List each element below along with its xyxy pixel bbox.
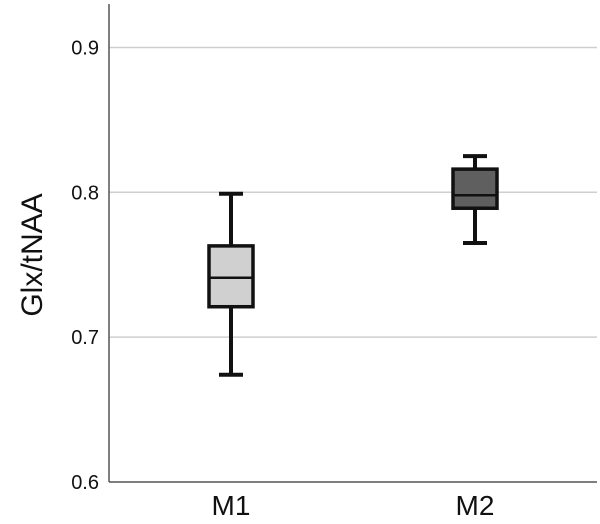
iqr-box — [451, 167, 499, 210]
y-tick-label: 0.8 — [71, 182, 99, 204]
x-tick-labels: M1 M2 — [212, 490, 495, 521]
x-tick-label-m2: M2 — [456, 490, 495, 519]
y-tick-label: 0.7 — [71, 327, 99, 349]
axes — [108, 4, 597, 483]
box-m2 — [451, 154, 499, 245]
box-m1 — [207, 191, 255, 377]
y-tick-labels: 0.6 0.7 0.8 0.9 — [71, 37, 99, 494]
boxes — [207, 154, 499, 377]
y-tick-label: 0.6 — [71, 472, 99, 494]
y-tick-label: 0.9 — [71, 37, 99, 59]
y-axis-label: Glx/tNAA — [16, 193, 49, 316]
iqr-box — [207, 244, 255, 309]
x-tick-label-m1: M1 — [212, 490, 251, 519]
gridlines — [109, 46, 597, 338]
